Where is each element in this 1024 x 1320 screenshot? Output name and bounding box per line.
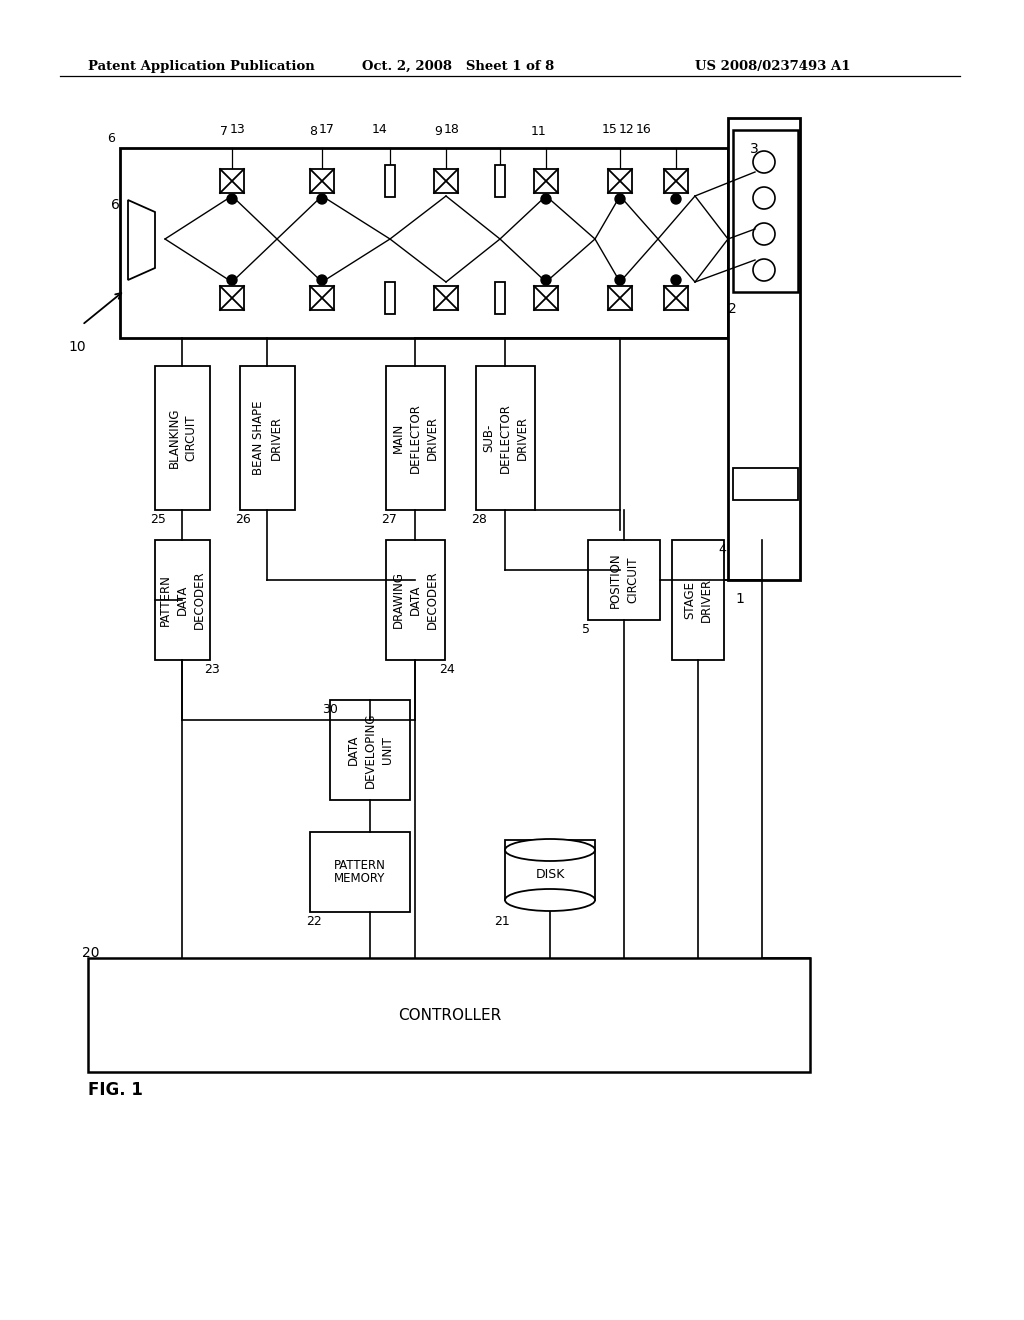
Text: 26: 26	[234, 513, 251, 525]
Text: 30: 30	[322, 704, 338, 715]
Bar	[495, 165, 505, 197]
Text: 4: 4	[718, 543, 726, 556]
Text: 3: 3	[750, 143, 759, 156]
Bar	[120, 148, 728, 338]
Bar	[733, 129, 798, 292]
Text: 18: 18	[444, 123, 460, 136]
Text: STAGE
DRIVER: STAGE DRIVER	[683, 578, 713, 622]
Text: US 2008/0237493 A1: US 2008/0237493 A1	[695, 59, 851, 73]
Text: 15: 15	[602, 123, 617, 136]
Bar	[664, 169, 688, 193]
Bar	[733, 469, 798, 500]
Text: 8: 8	[309, 125, 317, 139]
Bar	[588, 540, 660, 620]
Bar	[476, 366, 535, 510]
Circle shape	[541, 194, 551, 205]
Bar	[728, 117, 800, 579]
Text: SUB-
DEFLECTOR
DRIVER: SUB- DEFLECTOR DRIVER	[482, 403, 529, 473]
Circle shape	[227, 275, 237, 285]
Text: 21: 21	[494, 915, 510, 928]
Circle shape	[671, 275, 681, 285]
Text: 22: 22	[306, 915, 322, 928]
Text: 6: 6	[108, 132, 115, 145]
Text: 16: 16	[636, 123, 652, 136]
Text: Oct. 2, 2008   Sheet 1 of 8: Oct. 2, 2008 Sheet 1 of 8	[362, 59, 554, 73]
Bar	[240, 366, 295, 510]
Bar	[434, 286, 458, 310]
Polygon shape	[128, 201, 155, 280]
Text: 11: 11	[531, 125, 547, 139]
Text: 9: 9	[434, 125, 442, 139]
Text: 24: 24	[439, 663, 455, 676]
Text: 17: 17	[319, 123, 335, 136]
Text: 25: 25	[150, 513, 166, 525]
Text: 7: 7	[220, 125, 228, 139]
Text: MEMORY: MEMORY	[334, 873, 386, 884]
Text: POSITION
CIRCUIT: POSITION CIRCUIT	[609, 552, 639, 607]
Bar	[220, 286, 244, 310]
Circle shape	[615, 194, 625, 205]
Text: 27: 27	[381, 513, 397, 525]
Bar	[608, 286, 632, 310]
Text: BLANKING
CIRCUIT: BLANKING CIRCUIT	[168, 408, 198, 469]
Bar	[434, 169, 458, 193]
Bar	[608, 169, 632, 193]
Bar	[310, 832, 410, 912]
Bar	[672, 540, 724, 660]
Bar	[385, 165, 395, 197]
Text: PATTERN: PATTERN	[334, 859, 386, 873]
Circle shape	[227, 194, 237, 205]
Circle shape	[615, 275, 625, 285]
Circle shape	[317, 275, 327, 285]
Text: DISK: DISK	[536, 869, 564, 882]
Text: 6: 6	[111, 198, 120, 213]
Bar	[386, 366, 445, 510]
Text: 13: 13	[230, 123, 246, 136]
Text: 2: 2	[728, 302, 736, 315]
Text: DATA
DEVELOPING
UNIT: DATA DEVELOPING UNIT	[346, 713, 393, 788]
Text: 1: 1	[735, 591, 743, 606]
Text: 12: 12	[620, 123, 635, 136]
Bar	[664, 286, 688, 310]
Bar	[386, 540, 445, 660]
Text: CONTROLLER: CONTROLLER	[398, 1007, 502, 1023]
Bar	[495, 282, 505, 314]
Circle shape	[541, 275, 551, 285]
Bar	[88, 958, 810, 1072]
Bar	[310, 286, 334, 310]
Text: 23: 23	[204, 663, 220, 676]
Ellipse shape	[505, 840, 595, 861]
Text: FIG. 1: FIG. 1	[88, 1081, 143, 1100]
Bar	[534, 169, 558, 193]
Text: MAIN
DEFLECTOR
DRIVER: MAIN DEFLECTOR DRIVER	[392, 403, 439, 473]
Text: 10: 10	[68, 341, 86, 354]
Text: BEAN SHAPE
DRIVER: BEAN SHAPE DRIVER	[253, 401, 283, 475]
Circle shape	[671, 194, 681, 205]
Bar	[534, 286, 558, 310]
Text: 28: 28	[471, 513, 486, 525]
Bar	[310, 169, 334, 193]
Text: 14: 14	[372, 123, 388, 136]
Bar	[505, 840, 595, 900]
Bar	[155, 366, 210, 510]
Text: PATTERN
DATA
DECODER: PATTERN DATA DECODER	[159, 570, 206, 630]
Circle shape	[317, 194, 327, 205]
Bar	[385, 282, 395, 314]
Text: Patent Application Publication: Patent Application Publication	[88, 59, 314, 73]
Text: 5: 5	[582, 623, 590, 636]
Bar	[330, 700, 410, 800]
Bar	[155, 540, 210, 660]
Ellipse shape	[505, 888, 595, 911]
Text: 20: 20	[82, 946, 99, 960]
Bar	[220, 169, 244, 193]
Text: DRAWING
DATA
DECODER: DRAWING DATA DECODER	[392, 570, 439, 630]
